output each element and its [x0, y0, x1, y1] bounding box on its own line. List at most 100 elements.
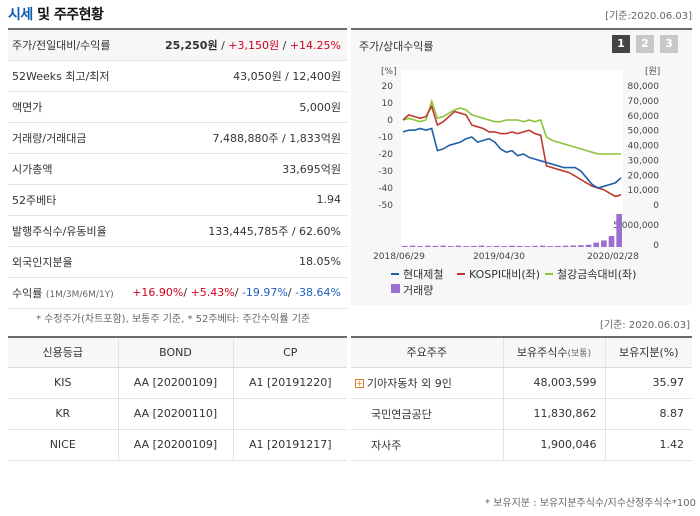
- expand-plus-icon[interactable]: +: [355, 379, 364, 388]
- volume-bar: [402, 245, 408, 247]
- x-tick: 2019/04/30: [473, 252, 525, 262]
- volume-bar: [478, 245, 485, 247]
- base-date: [기준:2020.06.03]: [605, 11, 692, 22]
- y-tick-right: 30,000: [628, 156, 660, 166]
- quote-label: 52주베타: [12, 193, 57, 207]
- sep: /: [279, 38, 290, 52]
- returns-label: 수익률: [12, 286, 43, 300]
- credit-table: 신용등급 BOND CP KIS AA [20200109] A1 [20191…: [8, 336, 347, 461]
- holder-shares: 48,003,599: [502, 367, 605, 399]
- y-tick-right: 10,000: [628, 186, 660, 196]
- credit-row: NICE AA [20200109] A1 [20191217]: [8, 429, 347, 461]
- chart-panel: [%] [원] 20 10 0 -10 -20 -30 -40 -50 80,000 70,000 60…: [351, 28, 692, 305]
- holder-name[interactable]: + 기아자동차 외 9인: [351, 367, 503, 399]
- holder-ratio: 35.97: [604, 367, 692, 399]
- holders-header-ratio: 보유지분(%): [604, 337, 692, 368]
- quote-label: 수익률 (1M/3M/6M/1Y): [8, 277, 132, 308]
- volume-bar: [601, 240, 607, 247]
- holders-header-row: 주요주주 보유주식수(보통) 보유지분(%): [351, 337, 692, 368]
- right-unit: [원]: [645, 66, 660, 77]
- volume-bar: [447, 246, 454, 247]
- credit-cp: A1 [20191217]: [232, 429, 347, 461]
- return-3m: +5.43%: [190, 286, 235, 299]
- volume-bar: [486, 246, 492, 247]
- title-accent: 시세: [8, 7, 33, 23]
- volume-bar: [470, 245, 477, 247]
- volume-bar: [578, 245, 584, 247]
- x-tick: 2020/02/28: [587, 252, 639, 262]
- quote-value: 5,000원: [299, 100, 341, 114]
- credit-row: KIS AA [20200109] A1 [20191220]: [8, 367, 347, 399]
- quote-value: 1.94: [316, 193, 342, 206]
- quote-value: 7,488,880주 / 1,833억원: [212, 131, 341, 145]
- series-line: [402, 98, 621, 155]
- credit-row: KR AA [20200110]: [8, 398, 347, 430]
- volume-bar: [409, 245, 416, 247]
- volume-bar: [532, 245, 538, 247]
- price-change: +3,150원: [228, 38, 280, 52]
- volume-bar: [547, 246, 554, 247]
- credit-bond: AA [20200110]: [117, 398, 233, 430]
- chart-tab-1[interactable]: 1: [612, 35, 630, 53]
- x-tick: 2018/06/29: [373, 252, 425, 262]
- credit-header: CP: [232, 337, 347, 368]
- left-unit: [%]: [381, 67, 397, 77]
- holder-ratio: 8.87: [604, 398, 692, 430]
- legend-label: 현대제철: [403, 268, 443, 281]
- plot-area: [401, 70, 623, 247]
- y-tick-right: 80,000: [628, 82, 660, 92]
- chart-tabs: 1 2 3: [612, 35, 678, 53]
- quote-label: 외국인지분율: [12, 255, 73, 269]
- volume-bar: [501, 246, 508, 247]
- sep: /: [287, 286, 296, 299]
- holders-header-shares: 보유주식수(보통): [502, 337, 605, 368]
- credit-bond: AA [20200109]: [117, 429, 233, 461]
- return-1y: -38.64%: [295, 286, 341, 299]
- volume-bar: [539, 245, 546, 247]
- shares-header-sub: (보통): [567, 349, 592, 360]
- legend-label: 거래량: [403, 284, 433, 297]
- quote-row-returns: 수익률 (1M/3M/6M/1Y) +16.90%/ +5.43%/ -19.9…: [8, 277, 347, 308]
- y-tick-left: -50: [378, 201, 393, 211]
- holder-shares: 11,830,862: [502, 398, 605, 430]
- credit-header-row: 신용등급 BOND CP: [8, 337, 347, 368]
- holder-row: + 기아자동차 외 9인 48,003,599 35.97: [351, 367, 692, 399]
- volume-bar: [524, 246, 531, 247]
- price: 25,250원: [165, 38, 218, 52]
- holder-name: 국민연금공단: [351, 398, 503, 430]
- volume-tick: 0: [653, 241, 659, 251]
- volume-bar: [616, 214, 622, 247]
- quote-value: 25,250원 / +3,150원 / +14.25%: [132, 29, 347, 60]
- volume-bar: [440, 245, 446, 247]
- volume-bar: [570, 245, 577, 247]
- stock-chart: [%] [원] 20 10 0 -10 -20 -30 -40 -50 80,000 70,000 60…: [373, 66, 660, 297]
- holder-row: 국민연금공단 11,830,862 8.87: [351, 398, 692, 430]
- volume-bar: [417, 246, 423, 247]
- y-tick-left: -30: [378, 167, 393, 177]
- y-tick-right: 60,000: [628, 112, 660, 122]
- credit-agency: KR: [8, 398, 118, 430]
- quote-row-foreign: 외국인지분율 18.05%: [8, 246, 347, 277]
- y-tick-right: 50,000: [628, 127, 660, 137]
- volume-bar: [432, 245, 439, 247]
- series-line: [402, 127, 622, 189]
- legend-swatch: [391, 284, 400, 293]
- volume-tick: 5,000,000: [613, 221, 659, 231]
- title-rest: 및 주주현황: [32, 7, 104, 23]
- chart-title: 주가/상대수익률: [359, 40, 434, 53]
- chart-tab-2[interactable]: 2: [636, 35, 654, 53]
- credit-cp: A1 [20191220]: [232, 367, 347, 399]
- volume-bar: [455, 245, 462, 247]
- legend-label: KOSPI대비(좌): [469, 268, 540, 281]
- quote-row-price: 주가/전일대비/수익률 25,250원 / +3,150원 / +14.25%: [8, 29, 347, 60]
- quote-label: 52Weeks 최고/최저: [12, 69, 110, 83]
- quote-table: 주가/전일대비/수익률 25,250원 / +3,150원 / +14.25% …: [8, 28, 347, 309]
- volume-bar: [493, 245, 500, 247]
- quote-row-par: 액면가 5,000원: [8, 91, 347, 122]
- y-tick-right: 20,000: [628, 171, 660, 181]
- holder-name-text: 기아자동차 외 9인: [367, 376, 452, 390]
- volume-bar: [593, 242, 600, 247]
- y-tick-left: 0: [387, 116, 393, 126]
- quote-value: 18.05%: [299, 255, 341, 268]
- chart-tab-3[interactable]: 3: [660, 35, 678, 53]
